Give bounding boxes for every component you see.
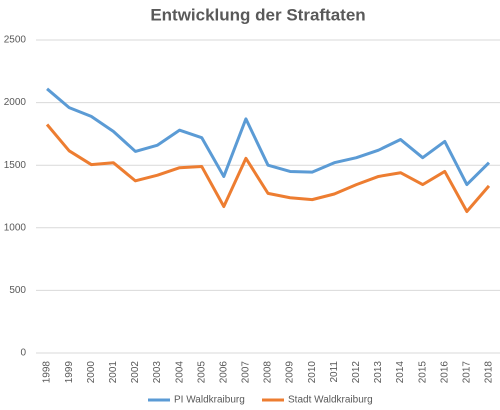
y-tick-label: 2500 bbox=[4, 35, 27, 46]
x-tick-label: 2015 bbox=[417, 361, 428, 384]
x-tick-label: 1998 bbox=[42, 361, 53, 384]
line-series bbox=[46, 87, 491, 187]
x-tick-label: 2006 bbox=[218, 361, 229, 384]
chart-title: Entwicklung der Straftaten bbox=[150, 5, 365, 24]
x-tick-label: 2002 bbox=[130, 361, 141, 384]
x-tick-label: 2010 bbox=[307, 361, 318, 384]
y-tick-label: 2000 bbox=[4, 97, 27, 108]
y-tick-label: 1000 bbox=[4, 222, 27, 233]
x-tick-label: 2013 bbox=[373, 361, 384, 384]
legend-label: PI Waldkraiburg bbox=[174, 395, 245, 406]
y-tick-label: 0 bbox=[20, 348, 26, 359]
x-tick-label: 2012 bbox=[351, 361, 362, 384]
x-tick-label: 2001 bbox=[108, 361, 119, 384]
x-tick-label: 2005 bbox=[196, 361, 207, 384]
x-tick-label: 1999 bbox=[64, 361, 75, 384]
y-tick-label: 1500 bbox=[4, 160, 27, 171]
x-tick-label: 2000 bbox=[86, 361, 97, 384]
y-tick-label: 500 bbox=[9, 285, 26, 296]
x-tick-label: 2009 bbox=[285, 361, 296, 384]
x-tick-label: 2004 bbox=[174, 361, 185, 384]
line-series bbox=[45, 123, 491, 214]
x-tick-label: 2018 bbox=[484, 361, 495, 384]
x-tick-label: 2003 bbox=[152, 361, 163, 384]
x-tick-label: 2016 bbox=[439, 361, 450, 384]
x-tick-label: 2008 bbox=[263, 361, 274, 384]
x-tick-label: 2017 bbox=[461, 361, 472, 384]
x-tick-label: 2011 bbox=[329, 361, 340, 383]
x-tick-label: 2007 bbox=[241, 361, 252, 384]
x-tick-label: 2014 bbox=[395, 361, 406, 384]
legend-label: Stadt Waldkraiburg bbox=[288, 395, 373, 406]
